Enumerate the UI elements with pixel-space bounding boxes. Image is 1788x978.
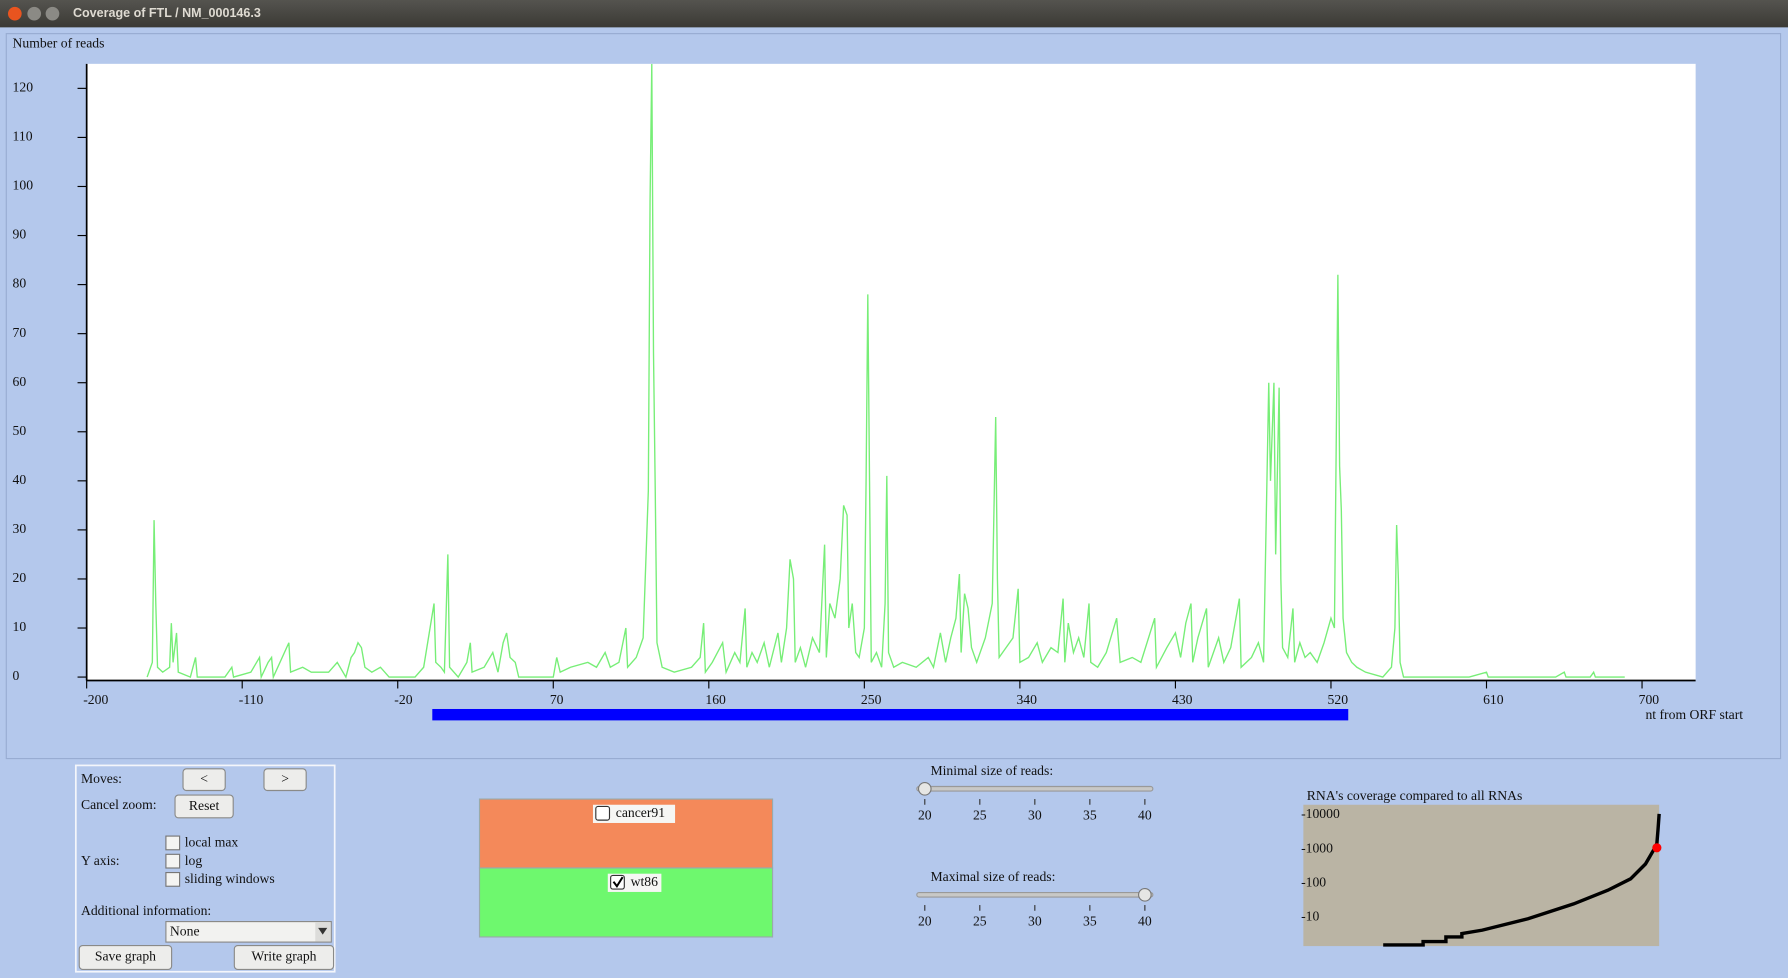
sample-checkbox[interactable]: [595, 805, 611, 821]
slider-knob[interactable]: [1138, 887, 1152, 902]
y-axis-options: local max log sliding windows: [165, 835, 275, 887]
slider-tick-label: 40: [1138, 807, 1152, 822]
mini-chart: -10000 -1000 -100 -10: [1301, 806, 1662, 924]
coverage-marker: [1652, 843, 1662, 853]
additional-info-select[interactable]: [165, 921, 332, 943]
mini-y-tick-label: -10000: [1301, 806, 1340, 821]
mini-chart-area: [1303, 804, 1660, 947]
controls-box: [74, 764, 336, 973]
prev-button[interactable]: [182, 768, 226, 792]
x-tick-label: 700: [1639, 692, 1660, 707]
samples-panel: cancer91 wt86: [478, 798, 774, 938]
y-axis-option-label: sliding windows: [185, 871, 275, 886]
sample-label-bg: [592, 804, 676, 823]
additional-info-label: Additional information:: [81, 903, 211, 918]
slider-tick-label: 25: [973, 807, 987, 822]
prev-button-label: <: [200, 771, 208, 786]
slider-label: Maximal size of reads:: [930, 869, 1055, 884]
slider-track: [916, 891, 1154, 898]
moves-label: Moves:: [81, 771, 122, 786]
sample-band: [478, 867, 774, 938]
reset-button-label: Reset: [189, 798, 220, 813]
y-tick-label: 110: [13, 129, 33, 144]
save-graph-label: Save graph: [95, 949, 156, 964]
x-tick-label: -200: [83, 692, 108, 707]
next-button[interactable]: [263, 768, 307, 792]
y-tick-label: 120: [13, 80, 34, 95]
close-button[interactable]: [7, 6, 22, 21]
plot-area: [86, 63, 1696, 681]
orf-bar: [432, 708, 1349, 721]
slider-tick-label: 30: [1028, 807, 1042, 822]
maximize-button[interactable]: [45, 6, 60, 21]
title-bar: [0, 0, 1788, 28]
slider-tick-label: 20: [918, 807, 932, 822]
x-tick-label: 340: [1016, 692, 1037, 707]
y-tick-label: 60: [13, 374, 27, 389]
x-tick-label: 430: [1172, 692, 1193, 707]
y-tick-label: 40: [13, 472, 27, 487]
mini-y-tick-label: -10: [1301, 909, 1319, 924]
y-axis-options-label: Y axis:: [81, 853, 120, 868]
x-tick-label: 70: [550, 692, 564, 707]
y-tick-label: 100: [13, 178, 34, 193]
x-tick-label: 610: [1483, 692, 1504, 707]
slider-label: Minimal size of reads:: [930, 763, 1053, 778]
slider-tick-label: 35: [1083, 807, 1097, 822]
x-tick-label: 160: [705, 692, 726, 707]
write-graph-label: Write graph: [251, 949, 316, 964]
mini-chart-title: RNA's coverage compared to all RNAs: [1307, 788, 1523, 803]
y-tick-label: 90: [13, 227, 27, 242]
y-tick-label: 50: [13, 423, 27, 438]
slider-tick-label: 25: [973, 913, 987, 928]
x-axis-label: nt from ORF start: [1645, 707, 1743, 722]
select-arrow: [318, 927, 328, 935]
coverage-line: [146, 63, 1625, 680]
additional-info-value: None: [170, 924, 200, 939]
window-title: Coverage of FTL / NM_000146.3: [73, 6, 261, 20]
x-tick-label: 250: [861, 692, 882, 707]
minimize-button[interactable]: [27, 6, 42, 21]
y-axis-option-label: local max: [185, 835, 239, 850]
slider-tick-label: 35: [1083, 913, 1097, 928]
y-axis-label: Number of reads: [13, 36, 105, 51]
checkmark: [612, 876, 624, 889]
y-tick-label: 80: [13, 276, 27, 291]
sample-name: wt86: [631, 874, 659, 889]
x-tick-label: 520: [1328, 692, 1349, 707]
y-tick-label: 0: [13, 668, 20, 683]
y-axis-option-checkbox[interactable]: [165, 871, 181, 887]
y-tick-label: 10: [13, 619, 27, 634]
write-graph-button[interactable]: [233, 944, 335, 971]
y-tick-label: 70: [13, 325, 27, 340]
y-tick-label: 30: [13, 521, 27, 536]
coverage-chart: 0 10 20 30 40 50 60 70 80 90 100 110 120 -200 -110 -20 7…: [13, 63, 1696, 721]
mini-y-tick-label: -100: [1301, 875, 1326, 890]
y-axis-option-label: log: [185, 853, 203, 868]
read-size-sliders: Minimal size of reads: 20 25 30 35 40 Maximal …: [916, 763, 1154, 928]
mini-y-tick-label: -1000: [1301, 840, 1333, 855]
reset-button[interactable]: [174, 794, 234, 819]
sample-name: cancer91: [616, 805, 666, 820]
slider-tick-label: 30: [1028, 913, 1042, 928]
x-tick-label: -110: [239, 692, 264, 707]
next-button-label: >: [281, 771, 289, 786]
x-tick-label: -20: [394, 692, 412, 707]
slider-track: [916, 785, 1154, 792]
save-graph-button[interactable]: [78, 944, 173, 971]
y-tick-label: 20: [13, 570, 27, 585]
y-axis-option-checkbox[interactable]: [165, 853, 181, 869]
slider-tick-label: 40: [1138, 913, 1152, 928]
slider-knob[interactable]: [917, 781, 932, 796]
cancel-zoom-label: Cancel zoom:: [81, 797, 157, 812]
slider-tick-label: 20: [918, 913, 932, 928]
y-axis-option-checkbox[interactable]: [165, 835, 181, 851]
